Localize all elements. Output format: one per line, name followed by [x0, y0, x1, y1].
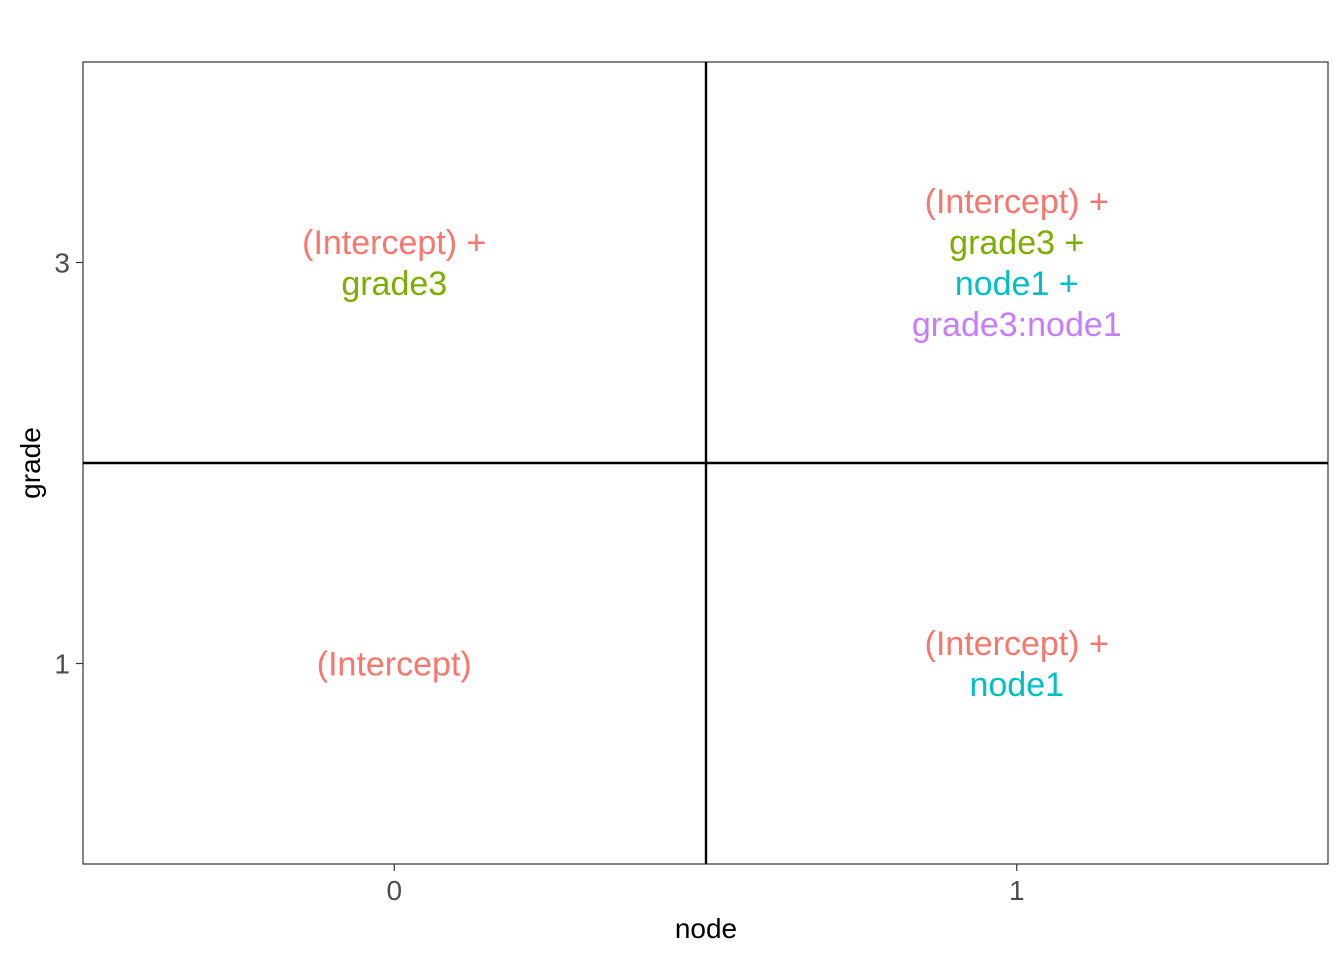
- term-label: node1: [969, 666, 1064, 704]
- term-label: (Intercept) +: [925, 625, 1109, 663]
- term-label: (Intercept) +: [302, 224, 486, 262]
- cell-label-1-1: (Intercept) +node1: [925, 625, 1109, 704]
- axis-ticks: 0 1 1 3: [54, 248, 1024, 907]
- y-tick-label: 1: [54, 649, 70, 680]
- x-tick-label: 0: [386, 875, 402, 906]
- x-axis-title: node: [675, 913, 737, 944]
- term-label: (Intercept) +: [925, 183, 1109, 221]
- term-label: node1 +: [955, 265, 1079, 303]
- term-label: (Intercept): [317, 646, 472, 684]
- y-tick-label: 3: [54, 248, 70, 279]
- cell-label-0-3: (Intercept) +grade3: [302, 224, 486, 303]
- cell-label-0-1: (Intercept): [317, 646, 472, 684]
- cell-label-1-3: (Intercept) +grade3 +node1 +grade3:node1: [912, 183, 1122, 344]
- x-tick-label: 1: [1009, 875, 1025, 906]
- term-label: grade3:node1: [912, 306, 1122, 344]
- y-axis-title: grade: [15, 427, 46, 499]
- term-label: grade3: [341, 265, 447, 303]
- cell-labels: (Intercept) +grade3(Intercept) +grade3 +…: [302, 183, 1122, 704]
- term-label: grade3 +: [949, 224, 1084, 262]
